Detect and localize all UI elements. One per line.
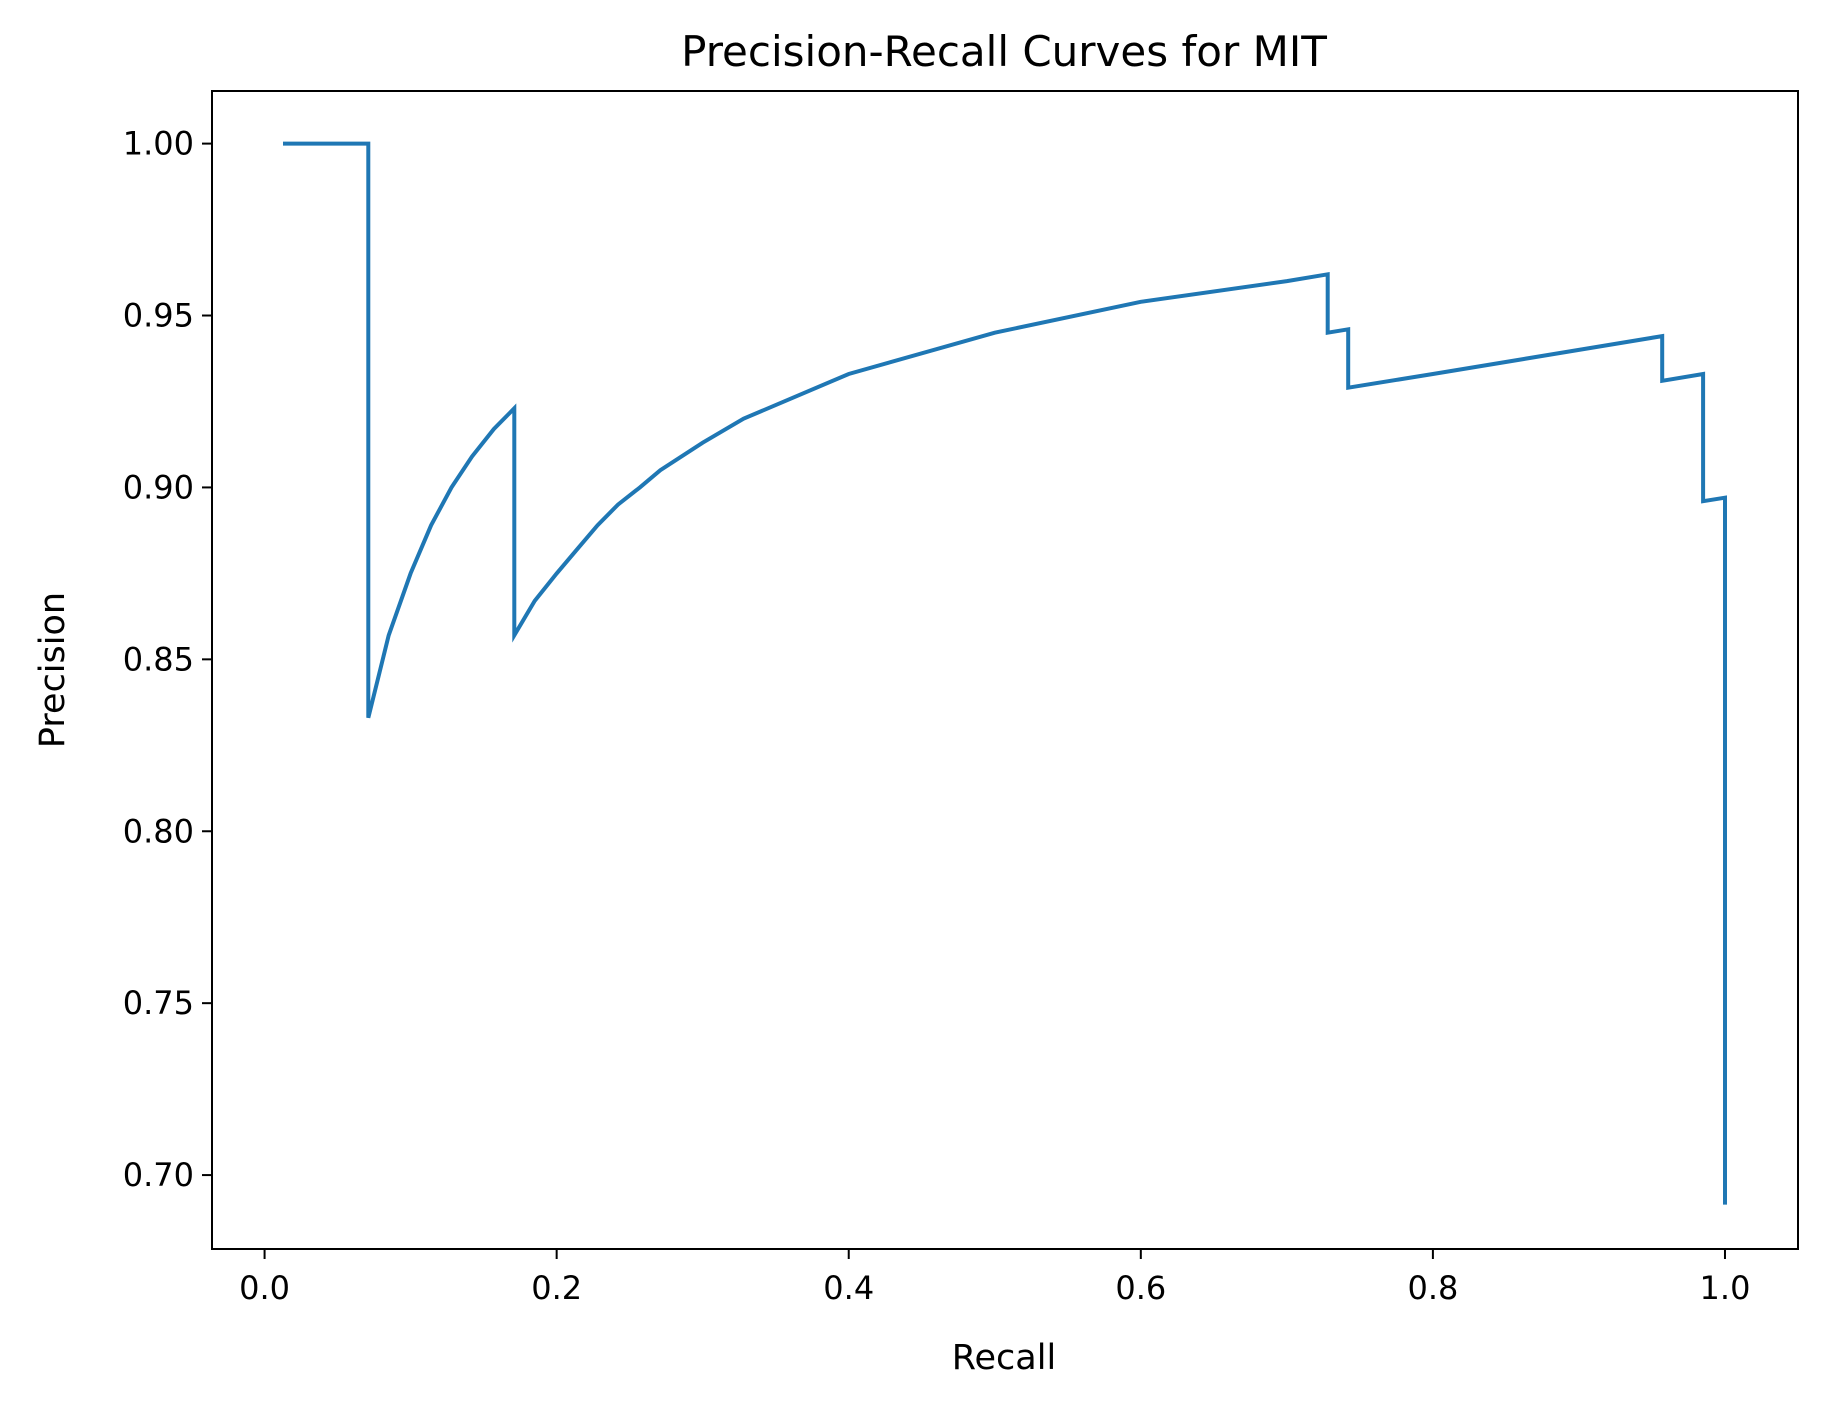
y-axis: 0.70 0.75 0.80 0.85 0.90 0.95 1.00 [123,125,212,1194]
y-tick-label: 0.75 [123,984,194,1022]
x-tick-label: 0.8 [1407,1269,1458,1307]
x-axis: 0.0 0.2 0.4 0.6 0.8 1.0 [239,1249,1750,1307]
y-tick-label: 0.70 [123,1156,194,1194]
chart-title: Precision-Recall Curves for MIT [681,27,1327,76]
y-tick-label: 0.90 [123,468,194,506]
y-tick-label: 1.00 [123,125,194,163]
x-tick-label: 0.0 [239,1269,290,1307]
x-tick-label: 0.2 [531,1269,582,1307]
series-line [283,141,1727,1205]
plot-frame [211,90,1799,1250]
y-tick-label: 0.85 [123,640,194,678]
y-axis-label: Precision [33,592,73,748]
y-tick-label: 0.80 [123,812,194,850]
x-tick-label: 0.6 [1115,1269,1166,1307]
x-tick-label: 0.4 [823,1269,874,1307]
y-tick-label: 0.95 [123,297,194,335]
x-tick-label: 1.0 [1700,1269,1751,1307]
plot-layer [283,141,1727,1205]
x-axis-label: Recall [952,1338,1056,1378]
